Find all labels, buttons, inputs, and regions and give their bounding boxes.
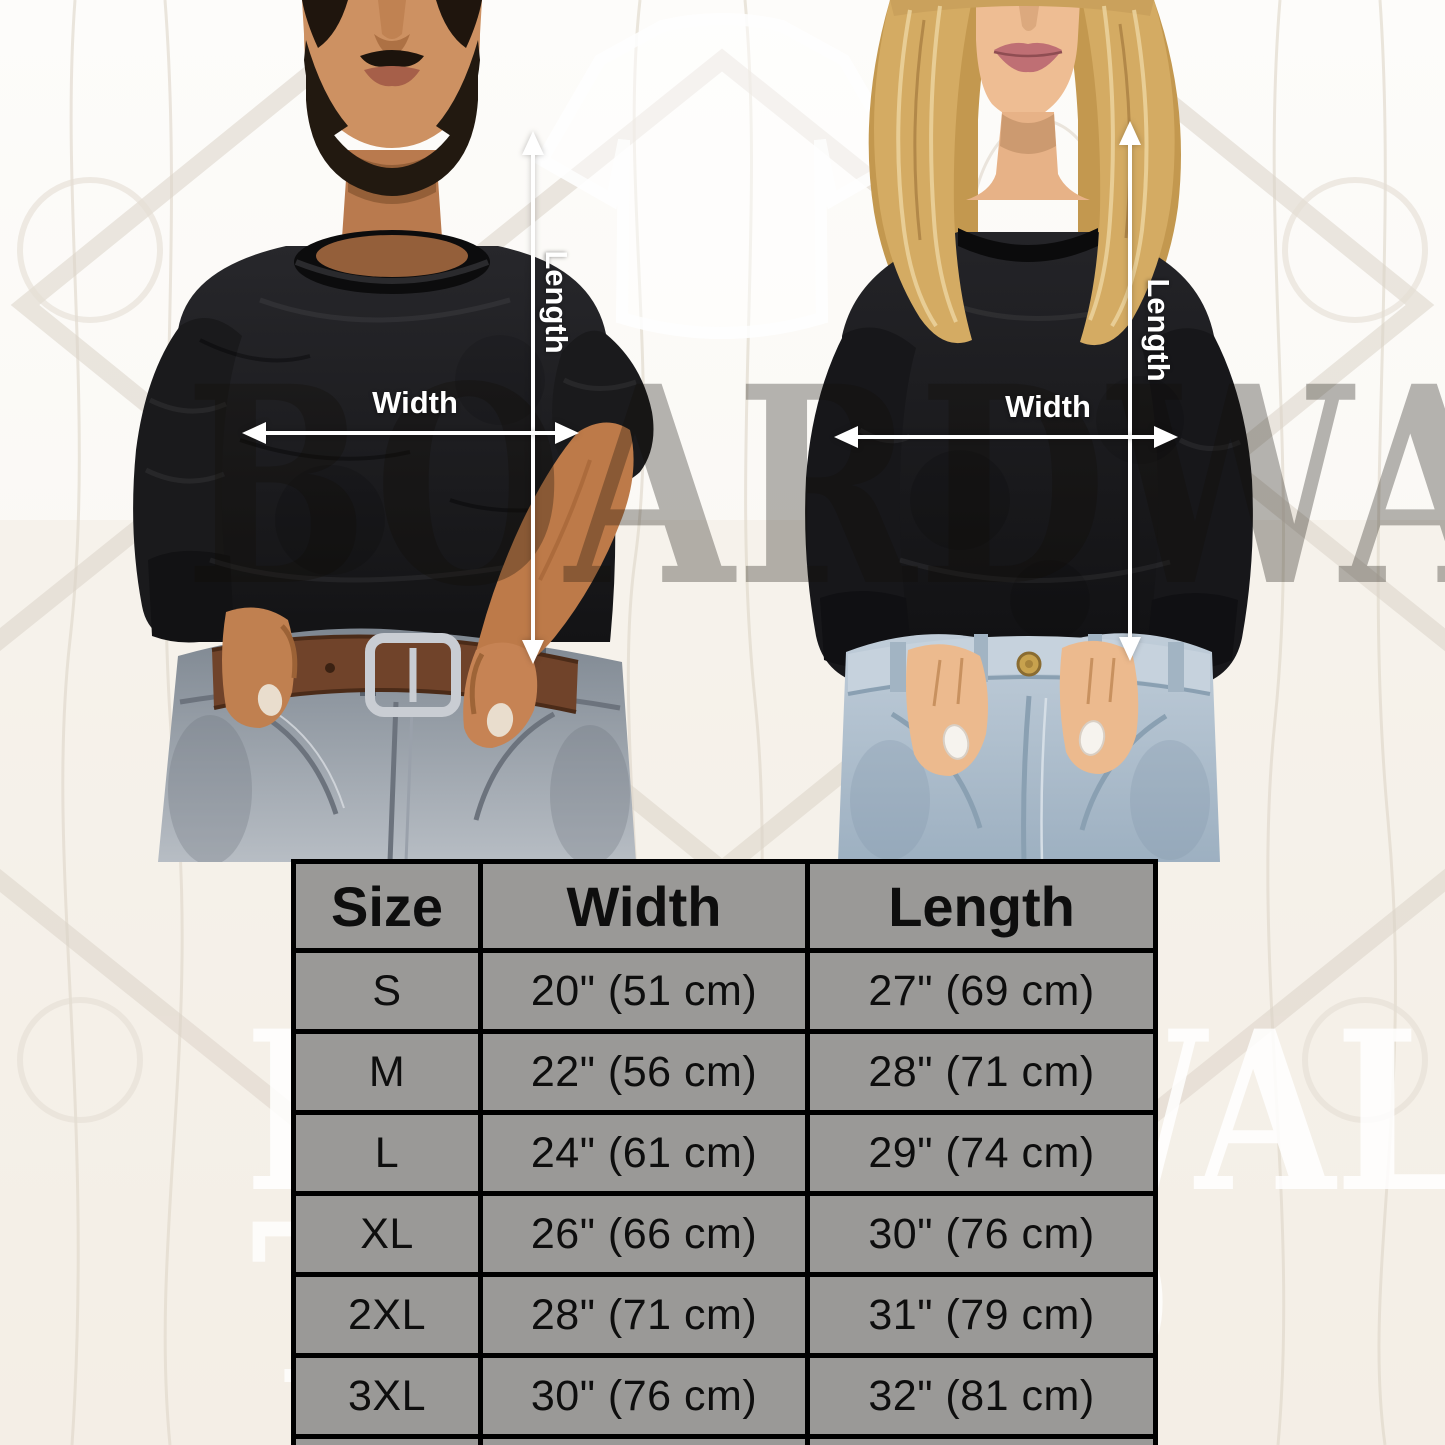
- table-cell-size: XL: [296, 1196, 478, 1272]
- woman-width-arrow: [834, 426, 1178, 448]
- table-cell-width: 22" (56 cm): [483, 1034, 805, 1110]
- table-cell-width: 30" (76 cm): [483, 1358, 805, 1434]
- table-cell-size: 2XL: [296, 1277, 478, 1353]
- table-cell-width: 24" (61 cm): [483, 1115, 805, 1191]
- woman-length-label: Length: [1141, 278, 1176, 382]
- table-cell-clipped: [483, 1439, 805, 1445]
- woman-width-label: Width: [1005, 389, 1091, 424]
- table-cell-length: 27" (69 cm): [810, 953, 1153, 1029]
- table-cell-size: 3XL: [296, 1358, 478, 1434]
- table-cell-length: 31" (79 cm): [810, 1277, 1153, 1353]
- table-header-length: Length: [810, 864, 1153, 948]
- man-width-arrow: [242, 422, 579, 444]
- man-length-label: Length: [539, 250, 574, 354]
- man-width-label: Width: [372, 385, 458, 420]
- table-cell-width: 28" (71 cm): [483, 1277, 805, 1353]
- woman-length-arrow: [1119, 121, 1141, 661]
- table-header-width: Width: [483, 864, 805, 948]
- table-cell-length: 29" (74 cm): [810, 1115, 1153, 1191]
- table-cell-width: 26" (66 cm): [483, 1196, 805, 1272]
- table-cell-length: 30" (76 cm): [810, 1196, 1153, 1272]
- size-chart-table: Size Width Length S 20" (51 cm) 27" (69 …: [291, 859, 1158, 1445]
- man-length-arrow: [522, 131, 544, 664]
- male-model-illustration: [133, 0, 654, 862]
- table-cell-size: M: [296, 1034, 478, 1110]
- table-cell-length: 28" (71 cm): [810, 1034, 1153, 1110]
- table-cell-clipped: [810, 1439, 1153, 1445]
- table-cell-size: L: [296, 1115, 478, 1191]
- table-cell-length: 32" (81 cm): [810, 1358, 1153, 1434]
- table-cell-width: 20" (51 cm): [483, 953, 805, 1029]
- table-cell-size: S: [296, 953, 478, 1029]
- tshirt-outline-watermark: [533, 13, 911, 339]
- table-header-size: Size: [296, 864, 478, 948]
- table-cell-clipped: [296, 1439, 478, 1445]
